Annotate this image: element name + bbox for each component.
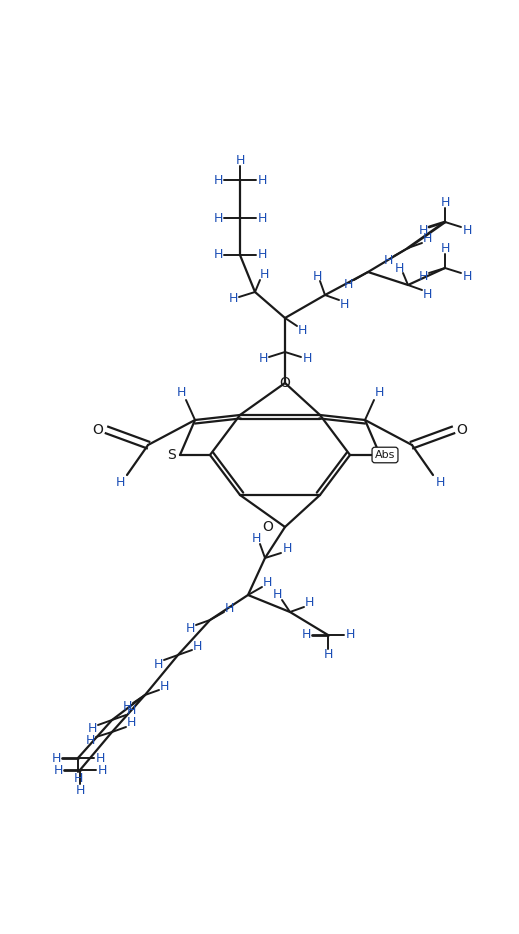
Text: H: H [228, 291, 238, 304]
Text: H: H [440, 242, 449, 254]
Text: O: O [280, 376, 291, 390]
Text: H: H [153, 658, 162, 671]
Text: H: H [374, 387, 384, 400]
Text: H: H [176, 387, 186, 400]
Text: H: H [75, 784, 85, 797]
Text: H: H [302, 629, 311, 642]
Text: Abs: Abs [375, 450, 395, 460]
Text: H: H [87, 723, 97, 735]
Text: H: H [224, 601, 234, 615]
Text: H: H [418, 224, 428, 237]
Text: H: H [384, 253, 393, 266]
Text: H: H [213, 211, 223, 224]
Text: H: H [193, 640, 202, 653]
Text: H: H [462, 224, 472, 237]
Text: H: H [440, 195, 449, 208]
Text: O: O [263, 520, 274, 534]
Text: H: H [213, 174, 223, 187]
Text: H: H [418, 271, 428, 284]
Text: H: H [302, 351, 312, 364]
Text: H: H [323, 648, 333, 661]
Text: S: S [168, 448, 176, 462]
Text: H: H [122, 700, 132, 714]
Text: H: H [95, 752, 105, 765]
Text: H: H [422, 233, 432, 246]
Text: H: H [51, 752, 61, 765]
Text: H: H [343, 277, 353, 290]
Text: H: H [235, 153, 244, 166]
Text: H: H [185, 622, 195, 635]
Text: H: H [213, 248, 223, 262]
Text: H: H [462, 271, 472, 284]
Text: H: H [272, 588, 282, 601]
Text: H: H [251, 532, 261, 545]
Text: H: H [312, 270, 322, 282]
Text: H: H [159, 680, 169, 692]
Text: H: H [345, 629, 354, 642]
Text: O: O [92, 423, 103, 437]
Text: H: H [126, 704, 135, 717]
Text: H: H [260, 268, 269, 281]
Text: H: H [73, 771, 83, 785]
Text: H: H [304, 597, 313, 610]
Text: H: H [282, 543, 292, 556]
Text: H: H [257, 174, 267, 187]
Text: O: O [457, 423, 468, 437]
Text: H: H [339, 298, 349, 310]
Text: H: H [258, 351, 268, 364]
Text: H: H [297, 323, 307, 336]
Text: H: H [85, 734, 94, 747]
Text: H: H [53, 763, 63, 776]
Text: H: H [115, 475, 125, 488]
Text: H: H [98, 763, 107, 776]
Text: H: H [394, 262, 404, 275]
Text: H: H [422, 288, 432, 301]
Text: H: H [257, 248, 267, 262]
Text: H: H [126, 716, 135, 729]
Text: H: H [435, 475, 445, 488]
Text: H: H [257, 211, 267, 224]
Text: H: H [262, 576, 271, 589]
